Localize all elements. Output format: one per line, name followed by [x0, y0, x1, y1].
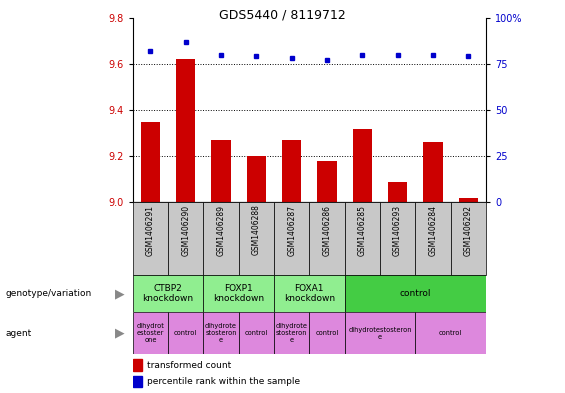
Bar: [310, 312, 345, 354]
Bar: [203, 275, 274, 312]
Text: ▶: ▶: [115, 327, 124, 340]
Text: GSM1406288: GSM1406288: [252, 205, 261, 255]
Text: GDS5440 / 8119712: GDS5440 / 8119712: [219, 9, 346, 22]
Text: GSM1406290: GSM1406290: [181, 205, 190, 256]
Bar: [459, 198, 478, 202]
Text: GSM1406289: GSM1406289: [216, 205, 225, 255]
Bar: [353, 129, 372, 202]
Text: FOXP1
knockdown: FOXP1 knockdown: [213, 284, 264, 303]
Text: ▶: ▶: [115, 287, 124, 300]
Text: control: control: [245, 330, 268, 336]
Text: GSM1406285: GSM1406285: [358, 205, 367, 255]
Text: control: control: [399, 289, 431, 298]
Bar: [345, 275, 486, 312]
Bar: [282, 140, 301, 202]
Bar: [274, 202, 310, 275]
Bar: [274, 312, 310, 354]
Bar: [415, 312, 486, 354]
Bar: [141, 121, 160, 202]
Bar: [451, 202, 486, 275]
Bar: [133, 376, 142, 387]
Text: CTBP2
knockdown: CTBP2 knockdown: [142, 284, 194, 303]
Bar: [345, 202, 380, 275]
Bar: [318, 161, 337, 202]
Bar: [133, 202, 168, 275]
Text: FOXA1
knockdown: FOXA1 knockdown: [284, 284, 335, 303]
Bar: [176, 59, 195, 202]
Text: dihydrotestosteron
e: dihydrotestosteron e: [348, 327, 412, 340]
Text: GSM1406292: GSM1406292: [464, 205, 473, 255]
Text: dihydrote
stosteron
e: dihydrote stosteron e: [276, 323, 308, 343]
Text: dihydrote
stosteron
e: dihydrote stosteron e: [205, 323, 237, 343]
Bar: [203, 312, 238, 354]
Bar: [247, 156, 266, 202]
Text: agent: agent: [6, 329, 32, 338]
Text: GSM1406286: GSM1406286: [323, 205, 332, 255]
Bar: [238, 312, 274, 354]
Text: percentile rank within the sample: percentile rank within the sample: [147, 377, 300, 386]
Bar: [380, 202, 415, 275]
Bar: [168, 202, 203, 275]
Bar: [168, 312, 203, 354]
Text: control: control: [174, 330, 197, 336]
Bar: [203, 202, 238, 275]
Bar: [133, 359, 142, 371]
Text: GSM1406291: GSM1406291: [146, 205, 155, 255]
Text: genotype/variation: genotype/variation: [6, 289, 92, 298]
Bar: [423, 142, 442, 202]
Text: control: control: [315, 330, 338, 336]
Bar: [345, 312, 415, 354]
Bar: [133, 275, 203, 312]
Bar: [310, 202, 345, 275]
Text: transformed count: transformed count: [147, 360, 231, 369]
Bar: [133, 312, 168, 354]
Bar: [388, 182, 407, 202]
Text: GSM1406284: GSM1406284: [428, 205, 437, 255]
Text: dihydrot
estoster
one: dihydrot estoster one: [137, 323, 164, 343]
Bar: [415, 202, 451, 275]
Bar: [211, 140, 231, 202]
Bar: [238, 202, 274, 275]
Text: GSM1406293: GSM1406293: [393, 205, 402, 256]
Bar: [274, 275, 345, 312]
Text: control: control: [439, 330, 462, 336]
Text: GSM1406287: GSM1406287: [287, 205, 296, 255]
